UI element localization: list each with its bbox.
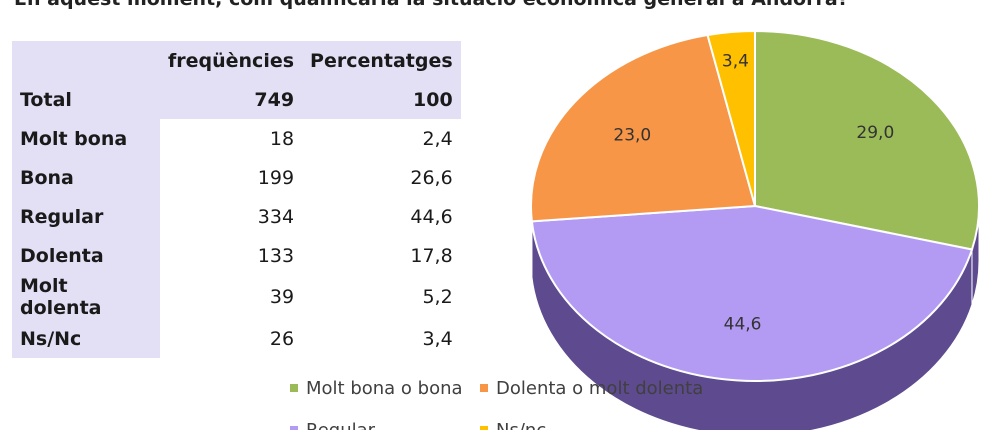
table-row: Molt dolenta 39 5,2 bbox=[12, 275, 461, 319]
row-pct: 17,8 bbox=[302, 236, 461, 275]
row-freq: 199 bbox=[160, 158, 303, 197]
row-label: Ns/Nc bbox=[12, 319, 160, 358]
row-label: Molt bona bbox=[12, 119, 160, 158]
legend-swatch bbox=[290, 384, 298, 392]
page-title: En aquest moment, com qualificaria la si… bbox=[14, 0, 849, 10]
legend-label: Regular bbox=[306, 420, 376, 430]
pie-slice-molt-bona-o-bona bbox=[754, 29, 980, 251]
row-label: Dolenta bbox=[12, 236, 160, 275]
row-pct: 100 bbox=[302, 80, 461, 119]
row-freq: 133 bbox=[160, 236, 303, 275]
pie-data-label: 3,4 bbox=[722, 51, 749, 71]
row-label: Molt dolenta bbox=[12, 275, 160, 319]
pie-data-label: 29,0 bbox=[856, 123, 894, 143]
table-row: Bona 199 26,6 bbox=[12, 158, 461, 197]
legend-label: Ns/nc bbox=[496, 420, 546, 430]
row-pct: 26,6 bbox=[302, 158, 461, 197]
pie-data-label: 44,6 bbox=[724, 315, 762, 335]
pie-slice-regular bbox=[530, 204, 974, 383]
legend-label: Molt bona o bona bbox=[306, 378, 463, 399]
frequency-table: freqüències Percentatges Total 749 100 M… bbox=[12, 41, 461, 358]
legend-swatch bbox=[480, 426, 488, 430]
table-row: Regular 334 44,6 bbox=[12, 197, 461, 236]
table-row: Ns/Nc 26 3,4 bbox=[12, 319, 461, 358]
row-pct: 44,6 bbox=[302, 197, 461, 236]
row-freq: 334 bbox=[160, 197, 303, 236]
row-pct: 3,4 bbox=[302, 319, 461, 358]
legend-swatch bbox=[480, 384, 488, 392]
table-header-freq: freqüències bbox=[160, 41, 303, 80]
table-header-row: freqüències Percentatges bbox=[12, 41, 461, 80]
pie-slice-ns-nc bbox=[706, 29, 756, 207]
row-label: Total bbox=[12, 80, 160, 119]
row-pct: 5,2 bbox=[302, 275, 461, 319]
row-freq: 18 bbox=[160, 119, 303, 158]
table-row: Molt bona 18 2,4 bbox=[12, 119, 461, 158]
table-header-blank bbox=[12, 41, 160, 80]
row-freq: 749 bbox=[160, 80, 303, 119]
pie-data-label: 23,0 bbox=[613, 125, 651, 145]
table-row: Dolenta 133 17,8 bbox=[12, 236, 461, 275]
row-label: Regular bbox=[12, 197, 160, 236]
legend-label: Dolenta o molt dolenta bbox=[496, 378, 703, 399]
table-header-pct: Percentatges bbox=[302, 41, 461, 80]
table-row-total: Total 749 100 bbox=[12, 80, 461, 119]
row-label: Bona bbox=[12, 158, 160, 197]
row-pct: 2,4 bbox=[302, 119, 461, 158]
pie-slice-dolenta-o-molt-dolenta bbox=[530, 33, 757, 223]
row-freq: 26 bbox=[160, 319, 303, 358]
legend-swatch bbox=[290, 426, 298, 430]
row-freq: 39 bbox=[160, 275, 303, 319]
